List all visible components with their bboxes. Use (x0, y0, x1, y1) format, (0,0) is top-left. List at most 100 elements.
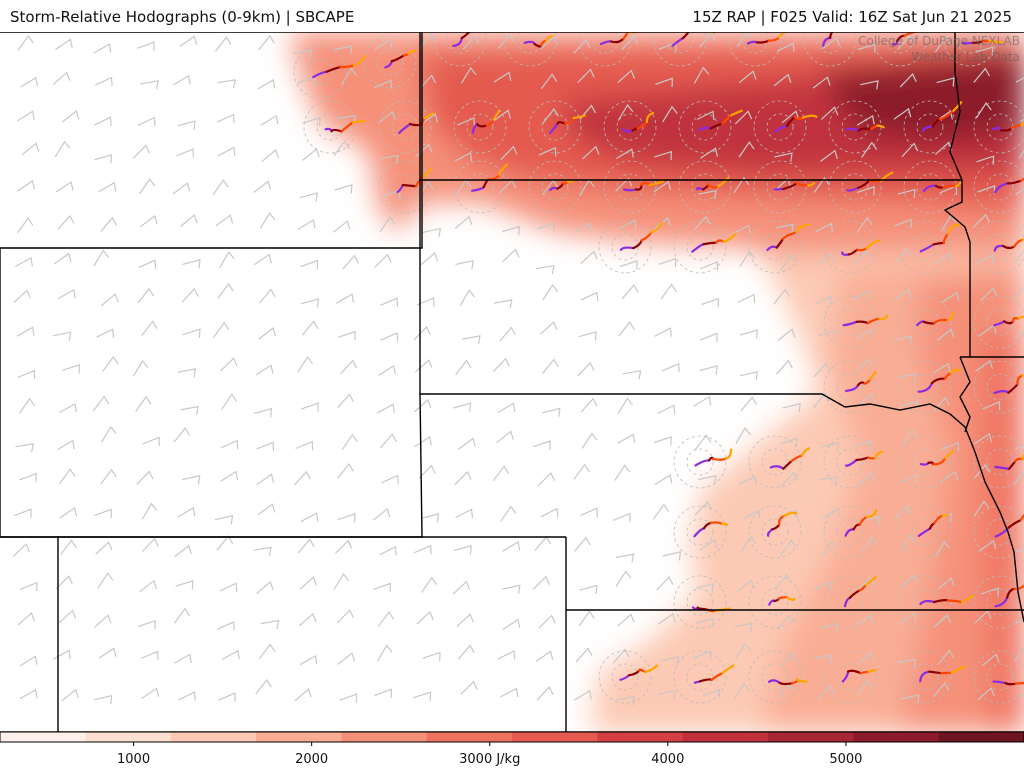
wind-barb (577, 361, 595, 377)
wind-barb (940, 470, 959, 483)
wind-barb (900, 534, 916, 551)
wind-barb (974, 432, 992, 445)
wind-barb (141, 537, 159, 552)
wind-barb (462, 335, 481, 345)
wind-barb (618, 219, 637, 230)
wind-barb (98, 181, 117, 193)
wind-barb (172, 182, 191, 195)
wind-barb (19, 655, 38, 667)
hodograph-ring (916, 113, 944, 141)
wind-barb (617, 397, 634, 415)
colorbar-cell (341, 732, 428, 742)
wind-barb (60, 539, 77, 556)
hodograph-ring (591, 32, 619, 54)
wind-barb (413, 544, 432, 555)
hodograph-ring (836, 373, 864, 401)
hodograph-ring (898, 505, 952, 559)
hodograph-ring (836, 518, 864, 546)
hodograph-ring (911, 308, 939, 336)
wind-barb (336, 609, 354, 624)
wind-barb (94, 508, 112, 519)
hodograph-trace (773, 187, 785, 191)
hodograph-trace (778, 681, 794, 686)
wind-barb (413, 398, 432, 413)
wind-barb (220, 439, 239, 450)
wind-barb (420, 513, 440, 523)
wind-barb (342, 254, 360, 270)
hodograph-trace (1020, 177, 1024, 182)
hodograph-trace (807, 182, 816, 187)
wind-barb (819, 476, 839, 486)
hodograph-ring (673, 435, 727, 489)
wind-barb (300, 512, 319, 523)
wind-barb (657, 612, 676, 625)
wind-barb (15, 256, 33, 268)
wind-barb (101, 293, 119, 307)
wind-barb (378, 364, 396, 376)
wind-barb (813, 362, 831, 378)
hodograph-ring (986, 588, 1014, 616)
wind-barb (13, 289, 31, 304)
hodograph-trace (961, 41, 975, 45)
wind-barb (619, 260, 638, 270)
hodograph-ring (466, 173, 494, 201)
hodograph-ring (673, 575, 727, 629)
colorbar-tick-label: 2000 (295, 752, 328, 767)
wind-barb (372, 507, 391, 521)
wind-barb (814, 295, 832, 306)
hodograph-rings (293, 32, 1024, 704)
wind-barb (294, 688, 312, 702)
hodograph-ring (673, 650, 727, 704)
wind-barb (893, 288, 912, 301)
wind-barb (574, 536, 591, 552)
hodograph-ring (748, 220, 802, 274)
hodograph-trace (919, 599, 936, 606)
hodograph-ring (766, 113, 794, 141)
wind-barb (337, 393, 355, 409)
colorbar-cell (170, 732, 257, 742)
wind-barb (701, 297, 720, 308)
hodograph-trace (717, 176, 730, 188)
wind-barb (982, 401, 1001, 411)
wind-barb (258, 643, 276, 660)
hodograph-trace (498, 163, 508, 176)
hodograph-ring (678, 160, 732, 214)
wind-barb (100, 425, 117, 443)
wind-barb (297, 538, 315, 554)
hodograph-trace (876, 124, 885, 129)
hodograph-ring (823, 435, 877, 489)
wind-barb (662, 105, 678, 123)
wind-barb (335, 539, 353, 554)
hodograph-ring (986, 373, 1014, 401)
wind-barb (893, 335, 913, 345)
wind-barb (422, 227, 442, 238)
hodograph-ring (911, 233, 939, 261)
wind-barb (857, 43, 876, 53)
hodograph-ring (376, 48, 404, 76)
wind-barb (740, 535, 757, 552)
wind-barb (693, 650, 712, 660)
wind-barb (20, 76, 38, 88)
wind-barb (1015, 187, 1024, 196)
wind-barb (902, 429, 918, 447)
model-run-label: 15Z RAP | F025 Valid: 16Z Sat Jun 21 202… (692, 8, 1012, 26)
hodograph-ring (598, 650, 652, 704)
wind-barb (97, 572, 114, 589)
hodograph-ring (836, 448, 864, 476)
wind-barb (337, 462, 354, 479)
wind-barb (774, 152, 793, 162)
hodograph-trace (556, 121, 567, 125)
wind-barb (1019, 367, 1024, 375)
hodograph-trace (922, 184, 938, 193)
wind-barb (420, 252, 439, 266)
wind-barb (694, 434, 712, 450)
wind-barb (697, 475, 717, 485)
wind-barb (500, 505, 517, 522)
wind-barb (822, 36, 840, 50)
wind-barb (379, 433, 397, 449)
wind-barb (454, 215, 473, 229)
wind-barb (693, 215, 711, 231)
colorbar-cell (938, 732, 1024, 742)
hodograph-trace (992, 680, 1007, 685)
weather-map (0, 32, 1024, 732)
